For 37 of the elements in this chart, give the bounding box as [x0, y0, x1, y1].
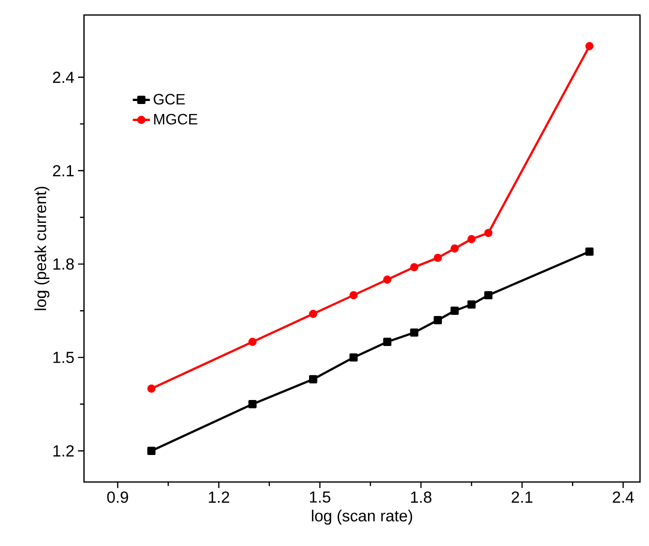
- y-tick-label: 1.2: [53, 445, 74, 456]
- point: [383, 276, 392, 284]
- point: [147, 384, 156, 393]
- point: [484, 228, 492, 238]
- point: [309, 375, 318, 384]
- point: [434, 254, 442, 262]
- point: [349, 291, 358, 300]
- point: [467, 300, 476, 309]
- legend-label: GCE: [154, 94, 185, 105]
- point: [434, 316, 442, 324]
- point: [450, 244, 459, 253]
- point: [585, 248, 594, 256]
- point: [349, 353, 358, 362]
- y-tick-label: 1.5: [53, 352, 74, 364]
- y-axis-title: log (peak current): [34, 186, 50, 310]
- x-tick-label: 1.8: [411, 492, 432, 503]
- legend-label: MGCE: [154, 114, 198, 124]
- x-tick-label: 1.2: [208, 492, 230, 503]
- x-axis-title: log (scan rate): [312, 510, 412, 525]
- point: [450, 306, 459, 315]
- point: [248, 338, 257, 346]
- point: [467, 235, 476, 244]
- y-tick-label: 2.4: [53, 72, 74, 83]
- x-tick-label: 2.1: [512, 492, 532, 503]
- point: [585, 42, 594, 50]
- point: [484, 291, 492, 300]
- x-tick-label: 2.4: [612, 492, 634, 503]
- point: [410, 263, 418, 272]
- point: [248, 400, 257, 408]
- x-tick-label: 1.5: [310, 492, 330, 503]
- point: [383, 338, 392, 346]
- y-tick-label: 1.8: [53, 258, 74, 270]
- point: [147, 446, 156, 455]
- point: [410, 328, 418, 337]
- x-tick-label: 0.9: [107, 492, 128, 503]
- point: [309, 310, 318, 318]
- y-tick-label: 2.1: [53, 165, 74, 176]
